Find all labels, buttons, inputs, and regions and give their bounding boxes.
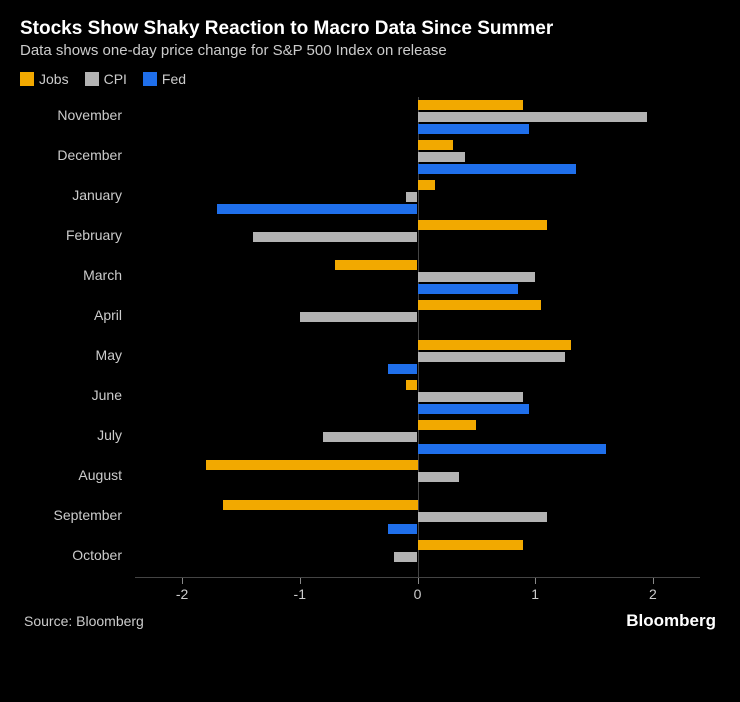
bars-group — [135, 417, 700, 457]
tick — [418, 578, 419, 584]
bar-cpi — [323, 432, 417, 442]
bars-group — [135, 257, 700, 297]
bar-jobs — [418, 100, 524, 110]
bar-jobs — [418, 140, 453, 150]
bar-jobs — [418, 220, 547, 230]
legend-item-cpi: CPI — [85, 71, 127, 87]
bar-cpi — [300, 312, 418, 322]
tick — [653, 578, 654, 584]
bar-jobs — [223, 500, 417, 510]
bar-jobs — [418, 540, 524, 550]
bar-cpi — [418, 472, 459, 482]
legend-label-jobs: Jobs — [39, 71, 69, 87]
bar-cpi — [418, 112, 648, 122]
bar-fed — [418, 124, 530, 134]
x-axis: -2 -1 0 1 2 — [135, 577, 700, 608]
tick-label: 2 — [649, 586, 657, 602]
bar-fed — [418, 404, 530, 414]
row-label: August — [30, 467, 130, 483]
source-text: Source: Bloomberg — [24, 613, 144, 629]
row-label: June — [30, 387, 130, 403]
chart-row: July — [30, 417, 710, 457]
tick — [182, 578, 183, 584]
bar-jobs — [406, 380, 418, 390]
tick — [300, 578, 301, 584]
bar-cpi — [418, 272, 536, 282]
bar-cpi — [418, 152, 465, 162]
row-label: November — [30, 107, 130, 123]
chart-row: November — [30, 97, 710, 137]
legend: Jobs CPI Fed — [20, 71, 720, 87]
chart-row: June — [30, 377, 710, 417]
footer: Source: Bloomberg Bloomberg — [20, 611, 720, 631]
chart-title: Stocks Show Shaky Reaction to Macro Data… — [20, 18, 720, 40]
row-label: September — [30, 507, 130, 523]
legend-item-fed: Fed — [143, 71, 186, 87]
row-label: October — [30, 547, 130, 563]
legend-label-fed: Fed — [162, 71, 186, 87]
chart-row: September — [30, 497, 710, 537]
swatch-cpi — [85, 72, 99, 86]
bar-jobs — [206, 460, 418, 470]
bar-cpi — [418, 352, 565, 362]
tick-label: -1 — [294, 586, 306, 602]
bar-cpi — [394, 552, 418, 562]
bars-group — [135, 137, 700, 177]
bars-group — [135, 497, 700, 537]
swatch-jobs — [20, 72, 34, 86]
bars-group — [135, 97, 700, 137]
bar-fed — [418, 284, 518, 294]
row-label: February — [30, 227, 130, 243]
row-label: April — [30, 307, 130, 323]
swatch-fed — [143, 72, 157, 86]
bars-group — [135, 537, 700, 577]
bar-cpi — [406, 192, 418, 202]
bars-group — [135, 337, 700, 377]
tick-label: -2 — [176, 586, 188, 602]
bars-group — [135, 177, 700, 217]
row-label: March — [30, 267, 130, 283]
bar-fed — [388, 364, 417, 374]
row-label: July — [30, 427, 130, 443]
bar-fed — [217, 204, 417, 214]
bar-fed — [418, 164, 577, 174]
bar-jobs — [418, 340, 571, 350]
bar-fed — [418, 444, 606, 454]
bars-group — [135, 377, 700, 417]
chart-row: December — [30, 137, 710, 177]
bar-jobs — [418, 180, 436, 190]
tick-label: 1 — [531, 586, 539, 602]
bar-cpi — [418, 392, 524, 402]
brand-text: Bloomberg — [626, 611, 716, 631]
row-label: December — [30, 147, 130, 163]
tick — [535, 578, 536, 584]
tick-label: 0 — [414, 586, 422, 602]
bar-jobs — [418, 420, 477, 430]
bars-group — [135, 457, 700, 497]
bars-group — [135, 217, 700, 257]
bar-cpi — [418, 512, 547, 522]
row-label: May — [30, 347, 130, 363]
row-label: January — [30, 187, 130, 203]
chart-row: February — [30, 217, 710, 257]
legend-label-cpi: CPI — [104, 71, 127, 87]
chart-subtitle: Data shows one-day price change for S&P … — [20, 42, 720, 59]
chart-container: Stocks Show Shaky Reaction to Macro Data… — [0, 0, 740, 702]
chart-row: April — [30, 297, 710, 337]
chart-row: March — [30, 257, 710, 297]
bar-jobs — [418, 300, 542, 310]
chart-row: October — [30, 537, 710, 577]
bars-group — [135, 297, 700, 337]
bar-fed — [388, 524, 417, 534]
chart-row: August — [30, 457, 710, 497]
bar-cpi — [253, 232, 418, 242]
bar-jobs — [335, 260, 417, 270]
plot-area: November December January February March Apri… — [30, 97, 710, 607]
legend-item-jobs: Jobs — [20, 71, 69, 87]
chart-row: May — [30, 337, 710, 377]
chart-row: January — [30, 177, 710, 217]
